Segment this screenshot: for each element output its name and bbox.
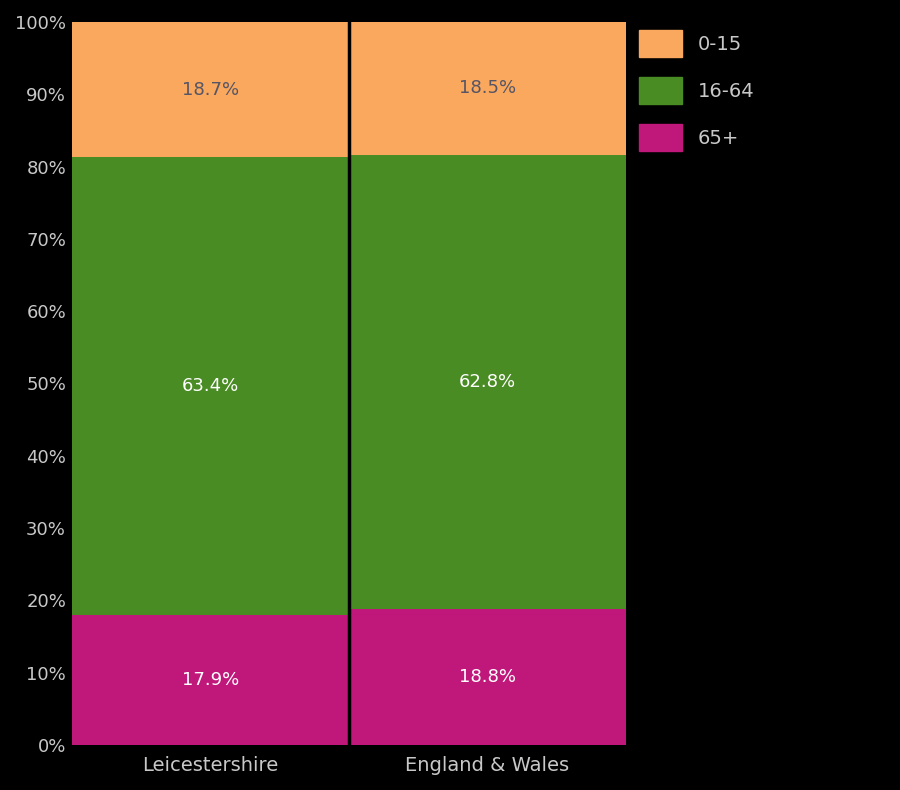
- Bar: [349, 21, 626, 155]
- Text: 17.9%: 17.9%: [182, 672, 238, 689]
- Bar: [349, 155, 626, 609]
- Bar: [72, 157, 349, 615]
- Text: 18.8%: 18.8%: [459, 668, 516, 686]
- Bar: [72, 615, 349, 745]
- Bar: [349, 609, 626, 745]
- Legend: 0-15, 16-64, 65+: 0-15, 16-64, 65+: [632, 22, 762, 159]
- Text: 18.7%: 18.7%: [182, 81, 238, 99]
- Bar: [72, 22, 349, 157]
- Text: 63.4%: 63.4%: [182, 378, 238, 395]
- Text: 18.5%: 18.5%: [459, 79, 516, 97]
- Text: 62.8%: 62.8%: [459, 373, 516, 391]
